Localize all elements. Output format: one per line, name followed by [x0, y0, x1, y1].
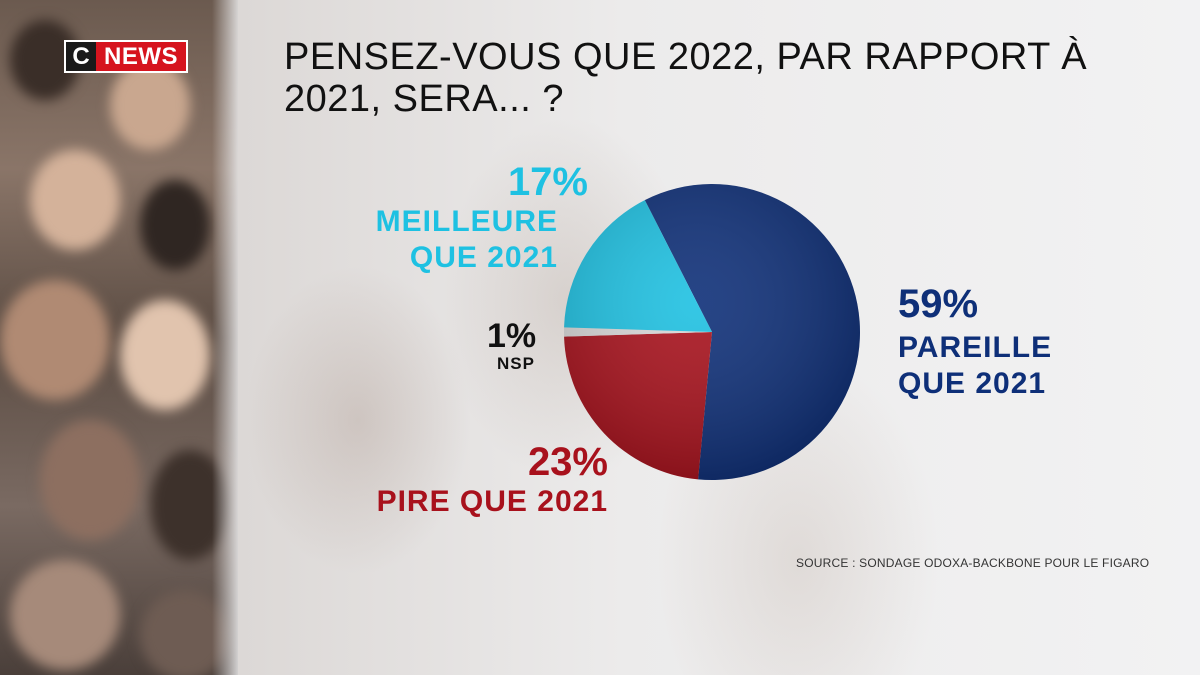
pie-shading: [564, 184, 860, 480]
text-meilleure: MEILLEURE QUE 2021: [350, 204, 558, 276]
text-meilleure-line1: MEILLEURE: [375, 205, 558, 238]
cnews-logo: C NEWS: [64, 40, 188, 73]
photo-edge: [212, 0, 238, 675]
crowd-photo: [0, 0, 238, 675]
text-meilleure-line2: QUE 2021: [409, 241, 558, 274]
source-note: SOURCE : SONDAGE ODOXA-BACKBONE POUR LE …: [796, 556, 1150, 570]
pct-nsp: 1%: [487, 317, 537, 355]
text-pareille-line2: QUE 2021: [898, 367, 1047, 400]
pct-pareille: 59%: [898, 282, 979, 326]
label-nsp: 1% NSP: [487, 318, 536, 374]
logo-c: C: [66, 42, 96, 71]
pct-pire: 23%: [527, 440, 608, 484]
label-pareille: 59% PAREILLE QUE 2021: [898, 282, 1052, 402]
text-pire: PIRE QUE 2021: [376, 485, 608, 518]
pct-meilleure: 17%: [507, 160, 588, 204]
text-nsp: NSP: [497, 354, 535, 373]
logo-news: NEWS: [96, 42, 186, 71]
label-pire: 23% PIRE QUE 2021: [350, 440, 608, 520]
label-meilleure: 17%: [490, 160, 588, 204]
chart-title: PENSEZ-VOUS QUE 2022, PAR RAPPORT À 2021…: [284, 36, 1088, 120]
text-pareille-line1: PAREILLE: [898, 331, 1053, 364]
